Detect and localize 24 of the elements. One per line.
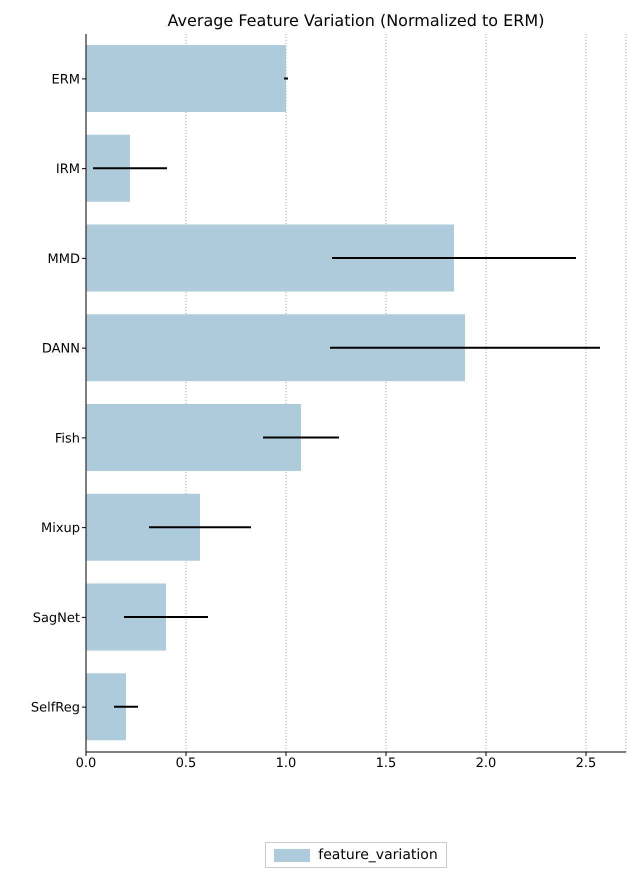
y-tick-label: Mixup xyxy=(40,521,80,536)
bar xyxy=(86,673,126,740)
y-tick-label: DANN xyxy=(42,342,80,357)
bar xyxy=(86,45,286,112)
y-tick-label: IRM xyxy=(56,162,80,178)
bar xyxy=(86,314,465,382)
y-tick-label: Fish xyxy=(54,431,80,446)
bar xyxy=(86,494,200,561)
x-tick-label: 0.0 xyxy=(76,756,96,772)
x-tick-label: 2.5 xyxy=(576,756,596,772)
x-tick-label: 1.0 xyxy=(276,756,296,772)
legend-label: feature_variation xyxy=(317,847,438,863)
bar xyxy=(86,224,454,292)
x-tick-label: 0.5 xyxy=(176,756,196,772)
x-tick-label: 2.0 xyxy=(476,756,496,772)
bar xyxy=(86,584,166,650)
y-tick-label: SelfReg xyxy=(30,700,80,716)
y-tick-label: MMD xyxy=(48,252,80,267)
y-tick-label: SagNet xyxy=(32,610,80,626)
bar xyxy=(86,134,130,202)
chart-title: Average Feature Variation (Normalized to ERM) xyxy=(166,10,546,32)
y-tick-label: ERM xyxy=(52,72,80,88)
bar xyxy=(86,404,301,471)
x-tick-label: 1.5 xyxy=(376,756,396,772)
